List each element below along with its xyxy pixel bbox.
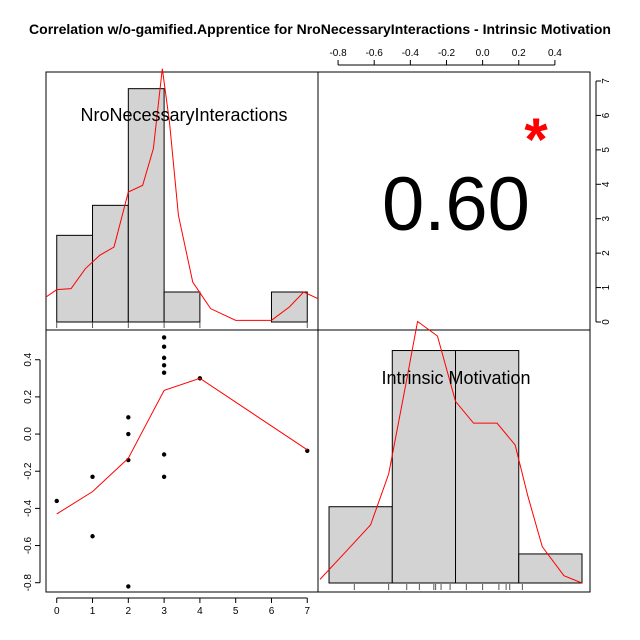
significance-star: * [524,106,548,173]
right-axis-tick-label: 2 [601,250,612,256]
histogram-y-bar [391,350,457,584]
correlation-value: 0.60 [382,162,530,247]
scatter-point [161,344,167,349]
histogram-x-bar [92,204,129,323]
x-axis-tick-label: 7 [304,606,310,617]
right-axis-tick-label: 5 [601,147,612,153]
scatter-point [161,363,167,368]
y-axis-tick-label: -0.4 [23,499,34,517]
panel-bottom-left [45,329,319,593]
top-axis-tick-label: 0.4 [548,48,562,59]
axes-group: 0 1 2 3 4 5 6 7 -0.8 -0.6 -0.4 -0.2 0.0 0.2 0.4 -0.8 -0.… [23,48,612,617]
histogram-x-bar [56,234,94,323]
top-axis-tick-label: -0.6 [366,48,384,59]
scatter-point [161,474,167,479]
panel-bottom-right [317,329,591,593]
right-axis-tick-label: 4 [601,181,612,187]
x-axis-tick-label: 2 [126,606,132,617]
top-axis-tick-label: 0.2 [512,48,526,59]
y-axis-tick-label: 0.0 [23,427,34,441]
right-axis-tick-label: 7 [601,78,612,84]
y-axis-tick-label: 0.4 [23,352,34,366]
x-axis-tick-label: 3 [161,606,167,617]
scatter-point [90,534,95,539]
right-axis-tick-label: 3 [601,215,612,221]
histogram-x-bar [127,88,165,323]
scatter-point [126,431,131,437]
scatter-point [126,584,131,589]
scatter-smooth-line [56,377,308,515]
x-axis-tick-label: 0 [54,606,60,617]
scatter-point [161,355,167,361]
x-axis-tick-label: 5 [233,606,239,617]
scatter-point [161,335,167,340]
y-axis-tick-label: 0.2 [23,390,34,404]
right-axis-tick-label: 1 [601,284,612,290]
scatter-point [161,370,167,375]
scatter-point [126,415,131,420]
top-axis-tick-label: -0.4 [402,48,420,59]
histogram-y-density-line [319,320,583,584]
scatter-point [54,498,59,504]
y-axis-tick-label: -0.8 [23,574,34,592]
y-axis-tick-label: -0.6 [23,536,34,554]
top-axis-tick-label: 0.0 [476,48,490,59]
scatter-point [161,452,167,457]
histogram-x-density-line [45,68,319,321]
histogram-y-bar [455,350,520,584]
histogram-x-bar [163,291,201,323]
top-axis-tick-label: -0.2 [438,48,456,59]
x-axis-tick-label: 4 [197,606,203,617]
variable-label-x: NroNecessaryInteractions [80,105,287,125]
scatter-point [90,474,95,479]
panels [45,71,591,593]
y-axis-tick-label: -0.2 [23,462,34,480]
scatter-group [54,335,310,589]
histogram-y-group [319,320,583,590]
histogram-x-group [45,68,319,328]
chart-title: Correlation w/o-gamified.Apprentice for … [29,21,611,37]
histogram-y-bar [328,506,393,584]
x-axis-tick-label: 6 [269,606,275,617]
right-axis-tick-label: 0 [601,319,612,325]
right-axis-tick-label: 6 [601,112,612,118]
variable-label-y: Intrinsic Motivation [381,368,530,388]
top-axis-tick-label: -0.8 [329,48,347,59]
x-axis-tick-label: 1 [90,606,96,617]
histogram-y-bar [518,553,583,584]
